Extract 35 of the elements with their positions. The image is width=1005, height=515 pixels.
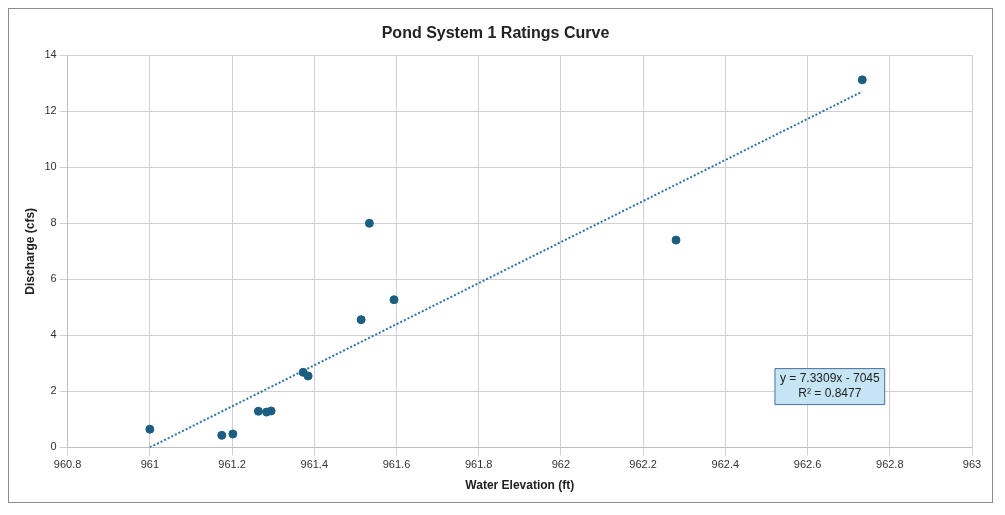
x-tick-label: 962 [551,458,571,471]
x-tick-label: 960.8 [53,458,82,471]
x-tick-label: 961.4 [300,458,329,471]
y-axis-title: Discharge (cfs) [22,207,37,295]
point [671,235,681,245]
y-tick-label: 2 [50,384,57,397]
point [303,371,313,381]
x-axis-title: Water Elevation (ft) [465,478,575,493]
x-tick-label: 961 [140,458,160,471]
x-tick-label: 961.8 [464,458,493,471]
point [217,430,227,440]
y-tick-label: 14 [44,48,57,61]
chart-title: Pond System 1 Ratings Curve [381,24,610,42]
x-tick-label: 962.2 [629,458,657,471]
y-tick-label: 10 [44,160,57,173]
point [389,295,399,305]
point [228,429,238,439]
annotation: y = 7.3309x - 7045 [779,370,881,385]
x-tick-label: 962.8 [876,458,904,471]
y-tick-label: 0 [50,440,57,453]
annotation: R² = 0.8477 [798,385,862,400]
y-tick-label: 12 [44,104,57,117]
point [857,75,867,85]
y-tick-label: 4 [50,328,57,341]
y-tick-label: 6 [50,272,57,285]
x-tick-label: 963 [962,458,982,471]
point [145,424,155,434]
x-tick-label: 962.4 [711,458,740,471]
x-tick-label: 962.6 [793,458,822,471]
point [364,218,374,228]
point [356,315,366,325]
y-tick-label: 8 [50,216,57,229]
point [253,406,263,416]
x-tick-label: 961.6 [382,458,411,471]
x-tick-label: 961.2 [218,458,246,471]
